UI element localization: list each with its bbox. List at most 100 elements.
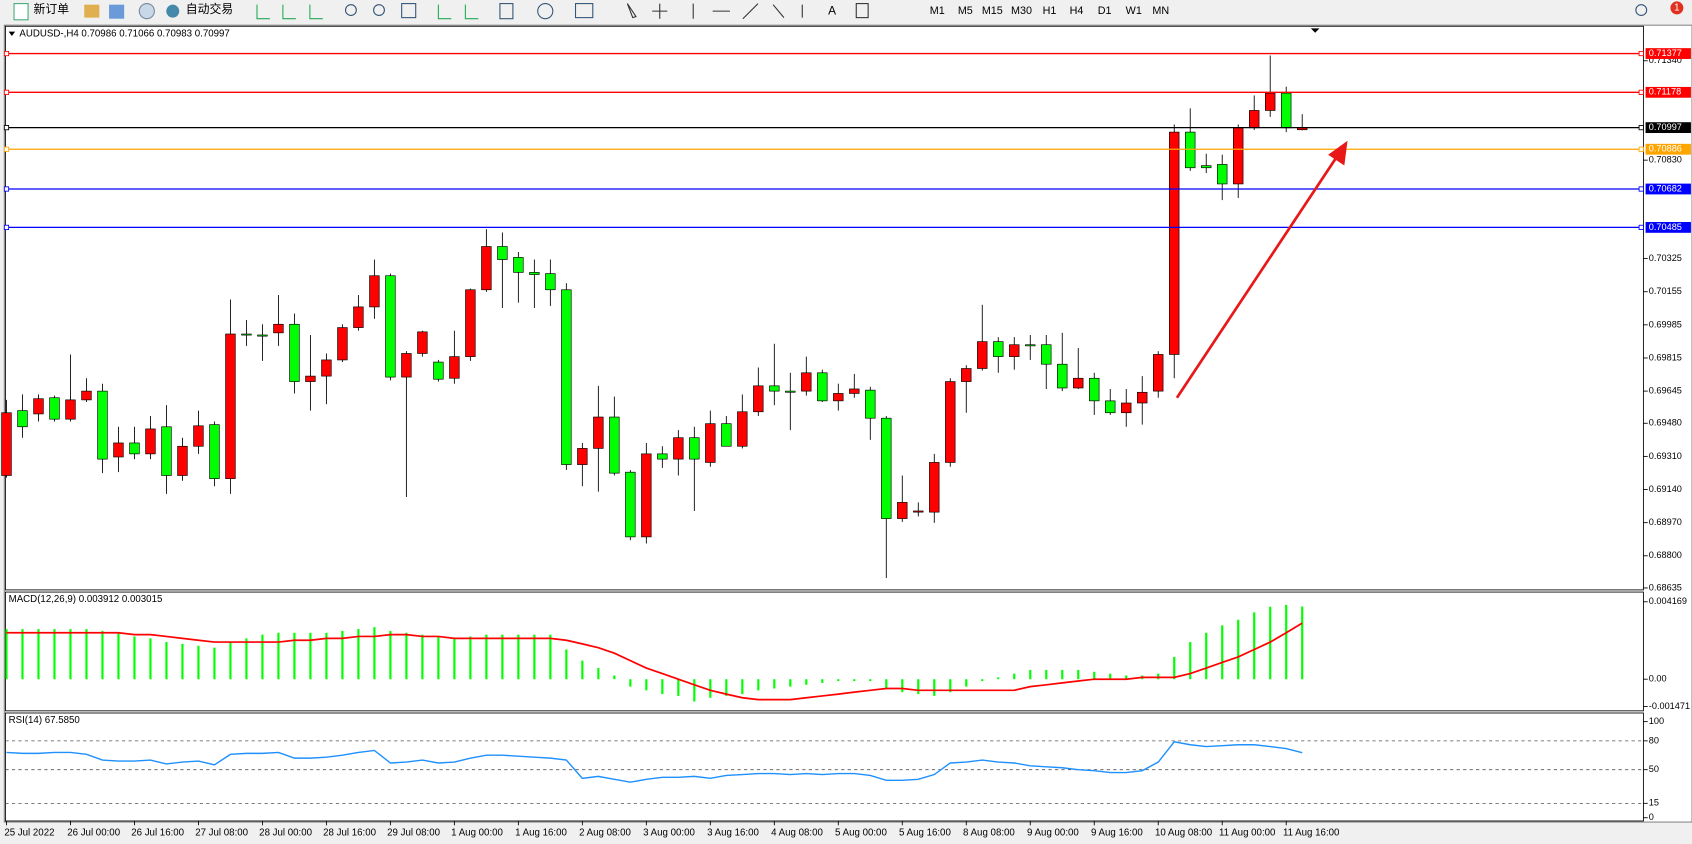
zoom-out[interactable] (373, 4, 385, 17)
x-tick-label: 8 Aug 08:00 (963, 827, 1015, 838)
periods[interactable] (537, 3, 554, 20)
candle-body (865, 389, 876, 419)
notification-badge[interactable] (1670, 1, 1684, 15)
new-order-label: 新订单 (33, 2, 69, 16)
candle-body (81, 390, 92, 401)
indicators[interactable] (499, 3, 514, 20)
y-tick-label: 0.004169 (1649, 596, 1687, 606)
panel-title: AUDUSD-,H4 0.70986 0.71066 0.70983 0.709… (19, 28, 229, 39)
panel-title: RSI(14) 67.5850 (9, 715, 81, 726)
timeframe-button[interactable]: W1 (1126, 5, 1142, 17)
timeframe-button[interactable]: D1 (1098, 5, 1112, 17)
toolbar-icon[interactable] (138, 3, 155, 20)
timeframe-button[interactable]: M1 (930, 5, 945, 17)
timeframe-button[interactable]: H1 (1043, 5, 1057, 17)
x-tick-label: 10 Aug 08:00 (1155, 827, 1213, 838)
y-tick-label: 80 (1649, 735, 1659, 745)
level-handle (1638, 50, 1644, 57)
timeframe-button[interactable]: H4 (1070, 5, 1084, 17)
x-tick-label: 25 Jul 2022 (4, 827, 54, 838)
scroll-icons[interactable] (437, 4, 479, 20)
rsi-line (6, 741, 1303, 783)
candle-body (65, 399, 76, 420)
x-tick-label: 26 Jul 16:00 (131, 827, 184, 838)
fibo-tools[interactable] (772, 4, 803, 18)
x-tick-label: 1 Aug 00:00 (451, 827, 503, 838)
x-tick-label: 9 Aug 16:00 (1091, 827, 1143, 838)
candle-body (1201, 165, 1212, 169)
level-handle (1638, 186, 1644, 192)
level-label-box (1645, 48, 1691, 59)
cursor[interactable] (626, 3, 637, 19)
text-tool[interactable]: A (828, 3, 836, 17)
candle-body (1105, 400, 1116, 414)
candle-body (625, 471, 636, 538)
candle-body (1025, 344, 1036, 347)
candle-body (161, 426, 172, 476)
candle-body (897, 502, 908, 519)
candle-body (913, 510, 924, 513)
candle-body (849, 388, 860, 394)
toolbar: 新订单 自动交易 A M1 M5 M15 M30 H1 H4 D1 W1 MN 1 (0, 0, 1692, 25)
tile-windows[interactable] (401, 3, 417, 19)
candle-body (337, 327, 348, 361)
x-tick-label: 3 Aug 00:00 (643, 827, 695, 838)
candle-body (561, 289, 572, 465)
new-order-button[interactable]: 新订单 (13, 2, 69, 21)
y-tick-label: 0 (1649, 812, 1654, 822)
shift-marker (1310, 28, 1320, 33)
timeframe-button[interactable]: MN (1152, 5, 1169, 17)
y-tick-label: 0.68800 (1649, 550, 1682, 560)
y-tick-label: 0.69140 (1649, 484, 1682, 494)
candle-body (593, 416, 604, 449)
y-tick-label: 0.69480 (1649, 418, 1682, 428)
y-tick-label: 0.70155 (1649, 286, 1682, 296)
level-label-box (1645, 122, 1691, 134)
candle-body (641, 453, 652, 538)
level-handle (3, 224, 10, 230)
candle-body (929, 462, 940, 513)
x-tick-label: 4 Aug 08:00 (771, 827, 823, 838)
y-tick-label: -0.001471 (1649, 701, 1690, 711)
candle-body (17, 410, 28, 428)
candle-body (1265, 92, 1276, 111)
y-tick-label: 0.71340 (1649, 55, 1682, 65)
timeframe-button[interactable]: M15 (982, 5, 1003, 17)
candle-body (497, 246, 508, 260)
candle-body (257, 334, 268, 337)
symbol-menu-arrow[interactable] (8, 31, 16, 36)
candle-body (753, 385, 764, 413)
level-label: 0.71377 (1649, 48, 1682, 58)
y-tick-label: 100 (1649, 716, 1664, 726)
candle-body (881, 417, 892, 519)
x-tick-label: 5 Aug 00:00 (835, 827, 887, 838)
auto-trading-button[interactable]: 自动交易 (166, 2, 233, 18)
zoom-in[interactable] (344, 4, 357, 17)
templates[interactable] (574, 3, 594, 19)
chart-window (3, 24, 1692, 823)
candle-body (705, 423, 716, 463)
candle-body (193, 425, 204, 447)
chart-type-icons[interactable] (256, 4, 323, 20)
timeframe-button[interactable]: M5 (958, 5, 973, 17)
level-label: 0.70997 (1649, 122, 1682, 132)
toolbar-icon[interactable] (84, 4, 100, 18)
y-tick-label: 0.70830 (1649, 155, 1682, 165)
candle-body (305, 375, 316, 382)
toolbar-icon[interactable] (109, 4, 125, 19)
candle-body (129, 442, 140, 455)
timeframe-button[interactable]: M30 (1011, 5, 1032, 17)
candle-body (609, 416, 620, 474)
text-label-tool[interactable] (855, 3, 869, 19)
candle-body (113, 442, 124, 458)
y-tick-label: 0.69645 (1649, 386, 1682, 396)
search[interactable] (1635, 4, 1648, 17)
y-tick-label: 0.69985 (1649, 319, 1682, 329)
candle-body (1057, 363, 1068, 389)
x-tick-label: 27 Jul 08:00 (195, 827, 248, 838)
drawing-tools[interactable] (652, 3, 759, 20)
candle-body (353, 306, 364, 328)
level-handle (1638, 89, 1644, 95)
candle-body (833, 393, 844, 402)
